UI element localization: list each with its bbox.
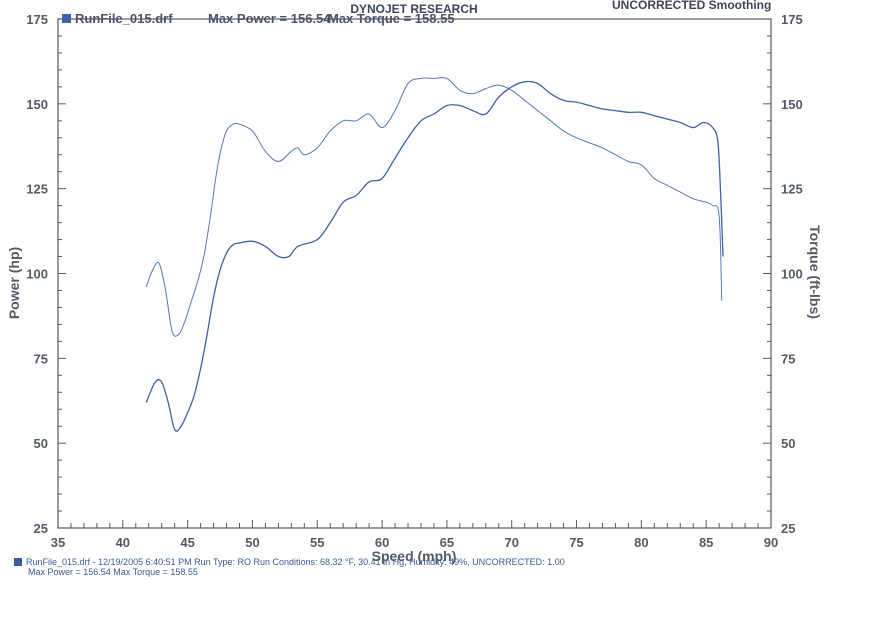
y-right-tick-label: 150 [781, 97, 803, 112]
y-left-tick-label: 100 [26, 267, 48, 282]
x-tick-label: 45 [180, 535, 194, 550]
y-axis-title: Power (hp) [6, 247, 22, 319]
y-right-tick-label: 100 [781, 267, 803, 282]
x-tick-label: 60 [375, 535, 389, 550]
x-tick-label: 75 [569, 535, 583, 550]
y-right-tick-label: 175 [781, 12, 803, 27]
legend-run-file: RunFile_015.drf [75, 11, 173, 26]
x-tick-label: 55 [310, 535, 324, 550]
x-tick-label: 40 [116, 535, 130, 550]
footer-swatch [14, 558, 22, 566]
y-left-tick-label: 75 [34, 351, 48, 366]
y-right-tick-label: 75 [781, 351, 795, 366]
x-axis-title: Speed (mph) [372, 548, 457, 564]
y2-axis-title: Torque (ft-lbs) [807, 225, 823, 319]
x-tick-label: 70 [504, 535, 518, 550]
axis-ticks [57, 18, 772, 529]
x-tick-label: 85 [699, 535, 713, 550]
header-company: DYNOJET RESEARCH [350, 2, 477, 16]
legend-swatch [62, 14, 71, 23]
y-left-tick-label: 25 [34, 521, 48, 536]
series-line-torque [145, 77, 723, 337]
header-mode: UNCORRECTED Smoothing [612, 0, 771, 12]
x-tick-label: 80 [634, 535, 648, 550]
x-tick-label: 50 [245, 535, 259, 550]
legend-max-power: Max Power = 156.54 [208, 11, 331, 26]
y-right-tick-label: 50 [781, 436, 795, 451]
plot-frame [57, 18, 772, 529]
y-left-tick-label: 50 [34, 436, 48, 451]
footer-line-1: RunFile_015.drf - 12/19/2005 6:40:51 PM … [26, 557, 565, 567]
x-tick-label: 35 [51, 535, 65, 550]
series-line-power [145, 80, 724, 432]
footer-line-2: Max Power = 156.54 Max Torque = 158.55 [28, 567, 198, 577]
x-tick-label: 90 [764, 535, 778, 550]
y-right-tick-label: 125 [781, 182, 803, 197]
y-left-tick-label: 125 [26, 182, 48, 197]
run-info-footer: RunFile_015.drf - 12/19/2005 6:40:51 PM … [14, 557, 614, 577]
y-left-tick-label: 150 [26, 97, 48, 112]
x-tick-label: 65 [440, 535, 454, 550]
y-right-tick-label: 25 [781, 521, 795, 536]
legend-max-torque: Max Torque = 158.55 [328, 11, 455, 26]
y-left-tick-label: 175 [26, 12, 48, 27]
series-lines [145, 77, 724, 432]
